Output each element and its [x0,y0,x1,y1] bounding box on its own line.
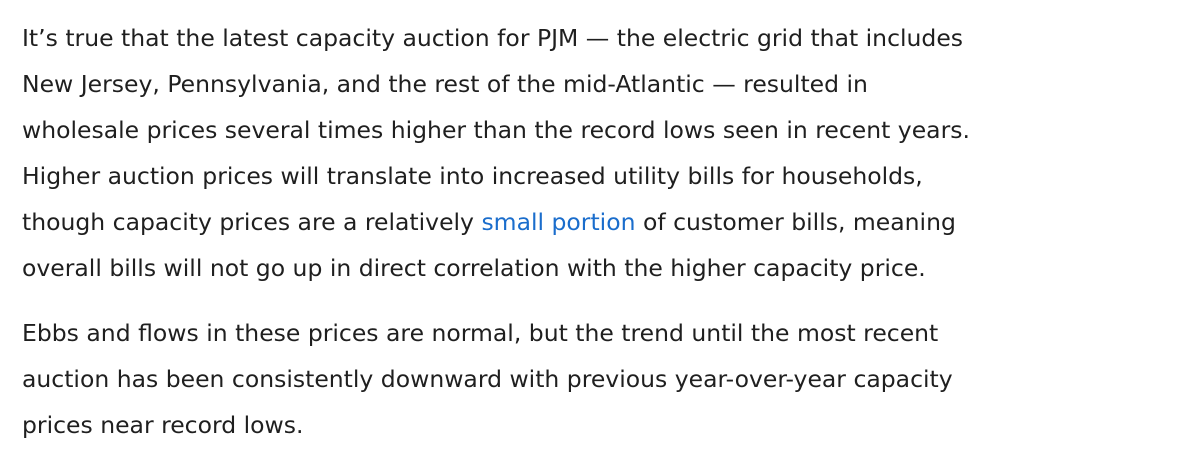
text-line: auction has been consistently downward w… [22,365,953,393]
text-line: prices near record lows. [22,411,304,439]
text-line: though capacity prices are a relatively … [22,199,1200,245]
paragraph: Ebbs and flows in these prices are norma… [22,310,1200,448]
text-line: Ebbs and flows in these prices are norma… [22,319,939,347]
paragraph: It’s true that the latest capacity aucti… [22,15,1200,291]
text-segment: though capacity prices are a relatively [22,208,482,236]
text-line: wholesale prices several times higher th… [22,116,970,144]
text-line: It’s true that the latest capacity aucti… [22,24,964,52]
text-line: New Jersey, Pennsylvania, and the rest o… [22,70,868,98]
text-segment: of customer bills, meaning [635,208,956,236]
text-line: overall bills will not go up in direct c… [22,254,926,282]
inline-link[interactable]: small portion [481,208,636,236]
text-line: Higher auction prices will translate int… [22,162,923,190]
